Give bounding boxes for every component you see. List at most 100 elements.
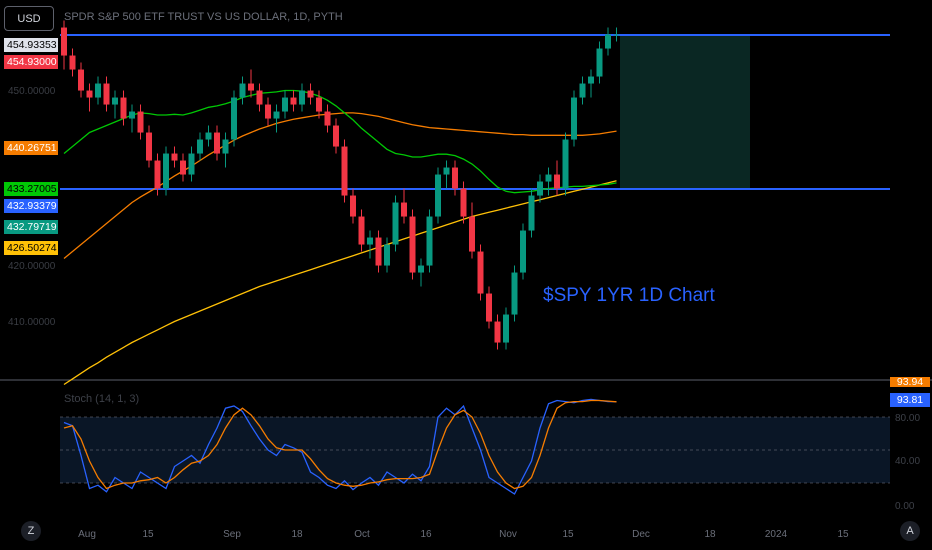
stoch-k-value-tag: 93.81 bbox=[890, 393, 930, 407]
candle-body bbox=[486, 293, 492, 322]
stoch-d-line bbox=[63, 399, 617, 490]
candle-body bbox=[554, 174, 560, 189]
stoch-indicator-title: Stoch (14, 1, 3) bbox=[64, 393, 140, 405]
price-label: 432.79719 bbox=[4, 220, 58, 234]
candle-body bbox=[282, 97, 288, 112]
candle-body bbox=[409, 216, 416, 273]
candle-body bbox=[545, 174, 552, 182]
candle-body bbox=[180, 160, 186, 175]
ma200-line bbox=[63, 180, 617, 386]
candle-body bbox=[452, 167, 458, 189]
candle-body bbox=[214, 132, 220, 154]
candle-body bbox=[384, 244, 390, 266]
candle-body bbox=[129, 111, 135, 119]
candle-body bbox=[401, 202, 407, 217]
candle-body bbox=[222, 139, 229, 154]
stoch-level-label: 0.00 bbox=[895, 501, 915, 512]
position-reward-zone bbox=[620, 35, 750, 189]
candle-body bbox=[341, 146, 348, 196]
ma20-line bbox=[63, 89, 617, 194]
stoch-level-label: 40.00 bbox=[895, 456, 921, 467]
candle-body bbox=[307, 90, 314, 98]
axis-price-label: 410.00000 bbox=[8, 317, 56, 328]
candle-body bbox=[316, 97, 322, 112]
candle-body bbox=[443, 167, 450, 175]
candle-body bbox=[460, 188, 467, 217]
stoch-d-value-tag: 93.94 bbox=[890, 377, 930, 387]
candle-body bbox=[163, 153, 169, 189]
x-axis-label: Aug bbox=[78, 529, 96, 540]
candle-body bbox=[418, 265, 424, 273]
x-axis-label: 15 bbox=[837, 529, 849, 540]
candle-body bbox=[231, 97, 237, 140]
candle-body bbox=[528, 195, 535, 231]
candle-body bbox=[248, 83, 254, 91]
candle-body bbox=[205, 132, 212, 140]
candle-body bbox=[69, 55, 76, 70]
candle-body bbox=[299, 90, 305, 105]
auto-scale-button[interactable]: A bbox=[900, 521, 920, 541]
candle-body bbox=[426, 216, 433, 266]
candle-body bbox=[188, 153, 195, 175]
x-axis-label: 18 bbox=[704, 529, 716, 540]
candle-body bbox=[290, 97, 297, 105]
candle-body bbox=[579, 83, 586, 98]
candle-body bbox=[61, 27, 67, 56]
candle-body bbox=[95, 83, 101, 98]
candle-body bbox=[596, 48, 603, 77]
candle-body bbox=[503, 314, 509, 343]
candle-body bbox=[537, 181, 543, 196]
zoom-reset-button[interactable]: Z bbox=[21, 521, 41, 541]
x-axis-label: Dec bbox=[632, 529, 650, 540]
x-axis-label: 18 bbox=[291, 529, 303, 540]
candle-body bbox=[171, 153, 178, 161]
price-label: 426.50274 bbox=[4, 241, 58, 255]
candle-body bbox=[605, 34, 611, 49]
candle-body bbox=[154, 160, 161, 189]
x-axis-label: Nov bbox=[499, 529, 517, 540]
x-axis-label: 16 bbox=[420, 529, 432, 540]
candle-body bbox=[86, 90, 93, 98]
candle-body bbox=[146, 132, 152, 161]
candle-body bbox=[375, 237, 382, 266]
price-label: 454.93353 bbox=[4, 38, 58, 52]
candle-body bbox=[588, 76, 594, 84]
candle-body bbox=[511, 272, 518, 315]
currency-button[interactable]: USD bbox=[4, 6, 54, 31]
price-label: 433.27005 bbox=[4, 182, 58, 196]
candle-body bbox=[137, 111, 144, 133]
candle-body bbox=[367, 237, 373, 245]
candle-body bbox=[392, 202, 399, 245]
price-label: 440.26751 bbox=[4, 141, 58, 155]
candle-body bbox=[239, 83, 246, 98]
x-axis-label: Oct bbox=[354, 529, 370, 540]
candle-body bbox=[273, 111, 280, 119]
candle-body bbox=[120, 97, 127, 119]
x-axis-label: 15 bbox=[142, 529, 154, 540]
x-axis-label: Sep bbox=[223, 529, 241, 540]
candle-body bbox=[324, 111, 331, 126]
candle-body bbox=[562, 139, 569, 189]
candle-body bbox=[103, 83, 110, 105]
axis-price-label: 450.00000 bbox=[8, 86, 56, 97]
candle-body bbox=[469, 216, 475, 252]
stoch-level-label: 80.00 bbox=[895, 413, 921, 424]
candle-body bbox=[520, 230, 526, 273]
chart-title: SPDR S&P 500 ETF TRUST VS US DOLLAR, 1D,… bbox=[64, 11, 343, 23]
candle-body bbox=[494, 321, 501, 343]
axis-price-label: 420.00000 bbox=[8, 261, 56, 272]
candle-body bbox=[333, 125, 339, 147]
price-label: 432.93379 bbox=[4, 199, 58, 213]
candle-body bbox=[256, 90, 263, 105]
candle-body bbox=[78, 69, 84, 91]
candle-body bbox=[613, 34, 620, 36]
candle-body bbox=[112, 97, 118, 105]
candle-body bbox=[571, 97, 577, 140]
price-label: 454.93000 bbox=[4, 55, 58, 69]
candle-body bbox=[350, 195, 356, 217]
x-axis-label: 15 bbox=[562, 529, 574, 540]
chart-annotation[interactable]: $SPY 1YR 1D Chart bbox=[543, 285, 715, 306]
candle-body bbox=[477, 251, 484, 294]
candle-body bbox=[265, 104, 271, 119]
